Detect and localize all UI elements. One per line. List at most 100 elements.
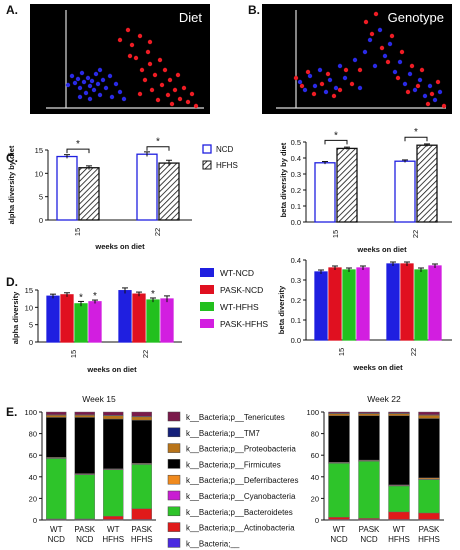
e-right-category-label: PASK	[419, 525, 440, 534]
pca-point-blue	[367, 37, 373, 43]
pca-point-red	[349, 81, 355, 87]
pca-point-red	[185, 99, 191, 105]
e-left-y-tick-label: 80	[29, 430, 37, 439]
pca-point-blue	[117, 89, 123, 95]
pca-point-red	[369, 31, 375, 37]
legend-swatch-wt-hfhs	[200, 302, 214, 311]
e-right-stack-segment	[388, 413, 410, 416]
pca-point-red	[435, 79, 441, 85]
e-right-stack-segment	[418, 418, 440, 479]
pca-point-blue	[93, 71, 99, 77]
pca-point-red	[167, 77, 173, 83]
c-right-bar	[394, 160, 416, 223]
e-left-stack-segment	[46, 411, 67, 415]
d-left-bar	[60, 294, 74, 343]
taxa-legend-label-actinobacteria: k__Bacteria;p__Actinobacteria	[186, 524, 295, 533]
e-right-category-label: WT	[333, 525, 346, 534]
taxa-legend-label-bacteria: k__Bacteria;__	[186, 539, 240, 548]
e-right-stack-segment	[328, 415, 350, 463]
taxa-legend-swatch-bacteroidetes	[167, 506, 181, 517]
pca-point-red	[357, 67, 363, 73]
pca-point-blue	[89, 78, 95, 84]
pca-point-red	[389, 33, 395, 39]
d-left-bar	[132, 293, 146, 343]
e-left-stack-segment	[46, 458, 67, 520]
e-left-stack-segment	[131, 419, 152, 464]
pca-point-blue	[397, 59, 403, 65]
pca-point-blue	[407, 71, 413, 77]
c-right-y-tick-label: 0.2	[291, 186, 301, 195]
pca-title-diet: Diet	[179, 10, 203, 25]
e-right-stack-segment	[388, 411, 410, 414]
e-right-stack-segment	[328, 463, 350, 518]
pca-point-blue	[307, 73, 313, 79]
legend-swatch-pask-hfhs	[200, 319, 214, 328]
c-right-y-label: beta diversity by diet	[279, 142, 288, 217]
e-right-stack-segment	[328, 413, 350, 416]
pca-point-red	[125, 27, 131, 33]
taxa-legend-swatch-firmicutes	[167, 459, 181, 469]
taxa-legend-swatch-deferribacteres	[167, 474, 181, 485]
d-left-x-label: weeks on diet	[86, 365, 137, 374]
pca-point-red	[337, 87, 343, 93]
e-right-y-tick-label: 100	[306, 408, 319, 417]
c-right-significance-bracket	[404, 136, 428, 142]
pca-point-red	[175, 72, 181, 78]
pca-point-red	[305, 69, 311, 75]
e-right-stack-segment	[358, 415, 380, 461]
e-left-stack-segment	[131, 411, 152, 417]
pca-point-blue	[337, 63, 343, 69]
taxa-legend-label-tm7: k__Bacteria;p__TM7	[186, 429, 260, 438]
d-left-bar	[88, 301, 102, 343]
pca-point-red	[373, 11, 379, 17]
c-left-significance-mark: *	[156, 137, 160, 148]
pca-point-red	[343, 67, 349, 73]
d-right-x-tick-label: 22	[409, 348, 418, 356]
d-right-x-label: weeks on diet	[352, 363, 403, 372]
pca-point-blue	[87, 96, 93, 102]
pca-point-blue	[402, 81, 408, 87]
e-left-category-label: NCD	[48, 535, 66, 544]
e-right-stack-segment	[358, 411, 380, 414]
c-left-y-label: alpha diversity by diet	[7, 145, 16, 224]
pca-point-red	[331, 93, 337, 99]
pca-point-red	[152, 72, 158, 78]
pca-point-blue	[107, 73, 113, 79]
taxa-legend-swatch-proteobacteria	[167, 443, 181, 453]
legend-label-wt-hfhs: WT-HFHS	[220, 302, 259, 312]
d-right-y-tick-label: 0.1	[291, 316, 301, 325]
panel-letter-A: A.	[6, 3, 18, 17]
pca-point-blue	[352, 57, 358, 63]
pca-point-red	[419, 67, 425, 73]
pca-point-blue	[427, 83, 433, 89]
pca-point-red	[429, 91, 435, 97]
e-left-stack-segment	[103, 418, 124, 469]
taxa-legend-swatch-cyanobacteria	[167, 490, 181, 501]
pca-point-red	[405, 89, 411, 95]
pca-point-red	[299, 83, 305, 89]
e-left-category-label: HFHS	[102, 535, 124, 544]
pca-point-blue	[377, 27, 383, 33]
c-left-y-tick-label: 5	[39, 193, 43, 202]
taxa-legend-label-bacteroidetes: k__Bacteria;p__Bacteroidetes	[186, 508, 293, 517]
pca-point-red	[311, 91, 317, 97]
d-left-significance-mark: *	[151, 289, 155, 300]
d-right-y-label: beta diversity	[277, 285, 286, 334]
pca-point-red	[142, 77, 148, 83]
pca-point-blue	[417, 77, 423, 83]
e-left-y-tick-label: 0	[33, 516, 37, 525]
taxa-legend-swatch-actinobacteria	[167, 522, 181, 532]
c-right-significance-bracket	[324, 139, 348, 145]
e-left-stack-segment	[103, 469, 124, 517]
c-left-x-label: weeks on diet	[94, 242, 145, 251]
c-left-significance-mark: *	[76, 139, 80, 150]
pca-point-red	[181, 85, 187, 91]
pca-point-blue	[323, 89, 329, 95]
taxa-legend-label-cyanobacteria: k__Bacteria;p__Cyanobacteria	[186, 492, 296, 501]
pca-point-red	[319, 81, 325, 87]
c-right-significance-mark: *	[334, 130, 338, 141]
pca-point-blue	[72, 80, 78, 86]
panel-letter-D: D.	[6, 275, 18, 289]
e-left-stack-segment	[46, 415, 67, 418]
pca-title-genotype: Genotype	[388, 10, 444, 25]
